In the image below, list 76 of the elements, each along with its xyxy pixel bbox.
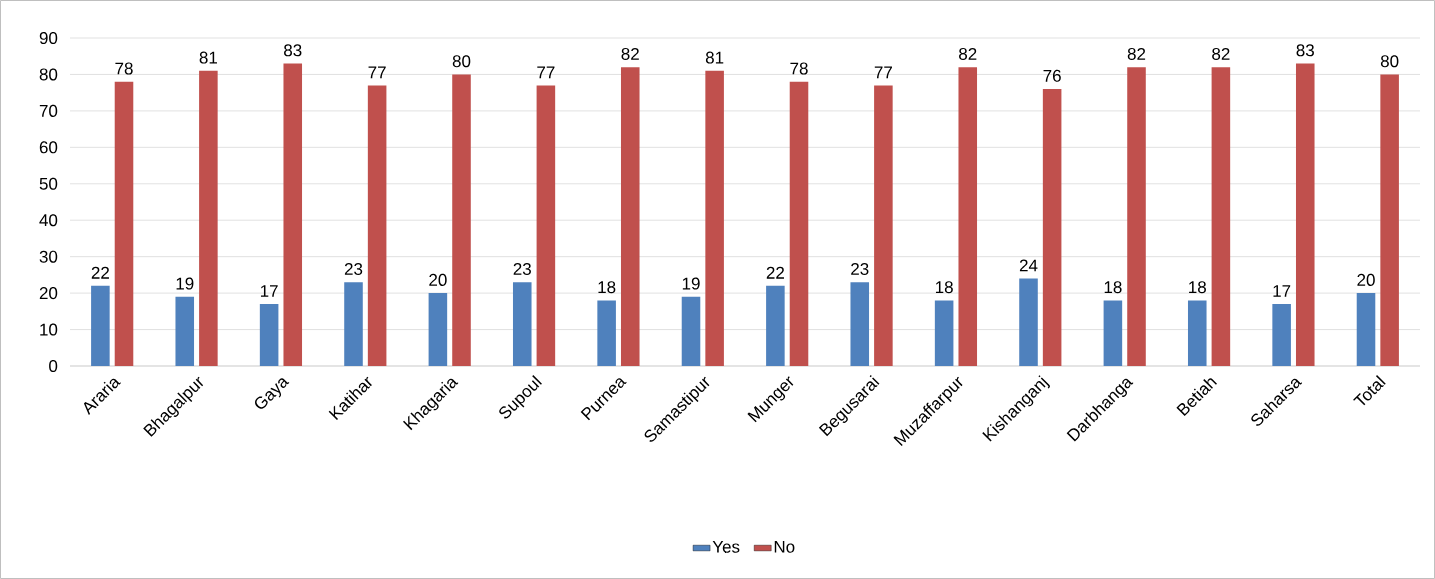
data-label: 78 [790,62,808,75]
legend-label: No [774,540,795,553]
data-label: 78 [115,62,133,75]
bar [199,70,218,366]
bar [789,81,809,366]
bar [1019,278,1038,366]
data-label: 77 [874,66,892,79]
bar [597,300,616,366]
y-tick-label: 50 [39,177,58,190]
data-label: 22 [91,266,109,279]
y-tick-label: 30 [39,250,58,263]
data-label: 77 [368,66,386,79]
data-label: 19 [176,277,194,290]
bar [1211,67,1231,366]
legend-label: Yes [712,540,740,553]
bar [874,85,893,366]
bar [1295,63,1315,366]
data-label: 83 [1296,44,1314,57]
bar [536,85,556,366]
bar [850,282,870,366]
data-label: 82 [621,47,639,60]
y-tick-label: 60 [39,141,58,154]
data-label: 23 [513,262,531,275]
data-label: 77 [537,66,555,79]
data-label: 20 [429,273,447,286]
bar [958,67,978,366]
bar [620,67,640,366]
bar [1103,300,1123,366]
data-label: 17 [260,285,278,297]
y-tick-label: 80 [39,68,58,81]
bar [512,282,532,366]
data-label: 81 [705,51,724,64]
data-label: 82 [1212,47,1230,60]
bar [259,304,279,366]
data-label: 80 [452,55,471,68]
bar [1042,89,1062,366]
bar [283,63,303,366]
bar [934,300,954,366]
data-label: 19 [682,277,700,290]
data-label: 80 [1380,55,1399,68]
bar [681,296,701,366]
y-tick-label: 20 [39,287,58,300]
bar [1356,293,1376,366]
bar [766,285,785,366]
y-tick-label: 90 [39,31,58,45]
data-label: 20 [1357,273,1375,286]
bar [705,70,724,366]
data-label: 18 [1189,281,1206,294]
data-label: 18 [1104,281,1122,294]
data-label: 22 [766,266,784,279]
bar [344,282,363,366]
y-tick-label: 40 [39,214,58,227]
data-label: 82 [1127,47,1146,60]
bar [91,285,110,366]
data-label: 83 [284,44,302,57]
bar [452,74,471,366]
data-label: 23 [344,262,363,275]
bar [367,85,387,366]
bar [1187,300,1207,366]
y-tick-label: 10 [40,323,58,336]
bar [1380,74,1399,366]
y-tick-label: 0 [49,359,58,373]
bar [175,296,195,366]
y-tick-label: 70 [39,104,58,117]
bar [114,81,134,366]
bar [428,293,448,366]
data-label: 76 [1043,69,1061,82]
data-label: 82 [959,47,977,60]
data-label: 17 [1273,285,1291,297]
bar [1127,67,1146,366]
data-label: 81 [199,51,217,64]
bar [1272,304,1291,366]
data-label: 18 [598,281,616,294]
data-label: 18 [935,281,953,294]
data-label: 23 [851,262,869,275]
data-label: 24 [1019,259,1038,272]
